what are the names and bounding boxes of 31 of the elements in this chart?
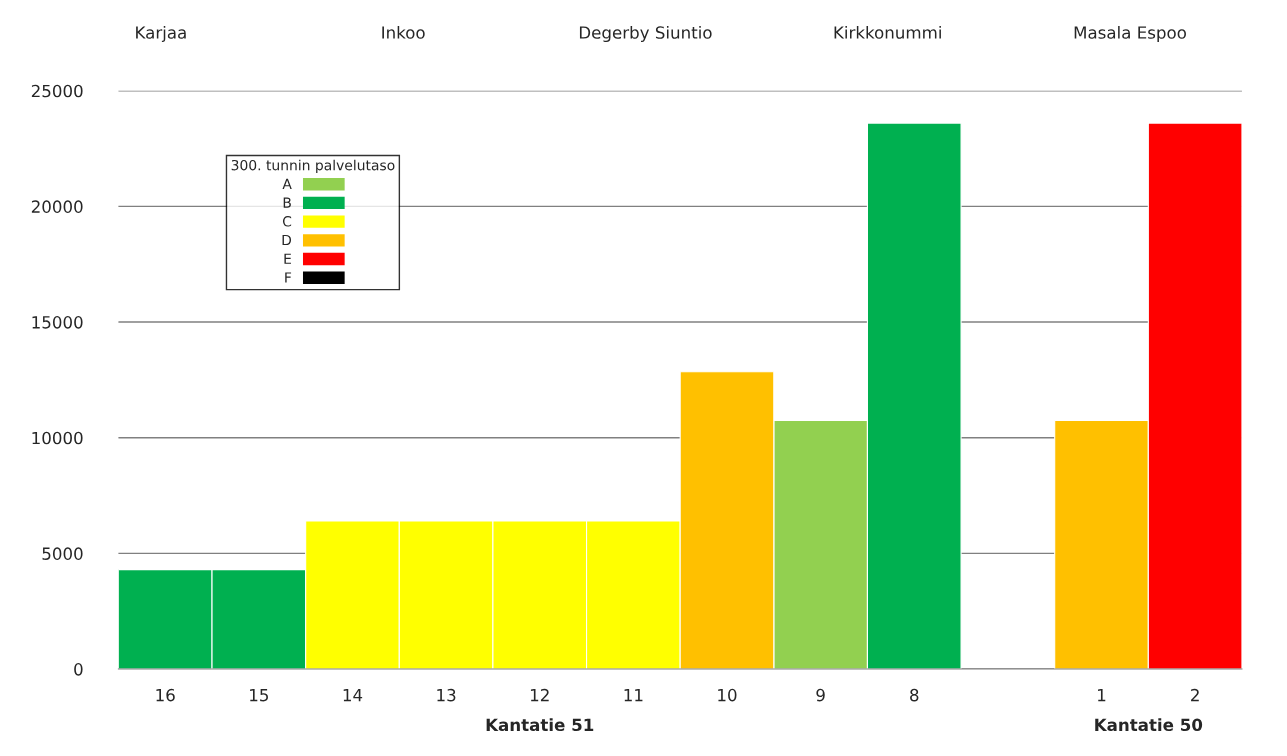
- text: Karjaa: [136, 25, 186, 43]
- y-tick-label: 0: [74, 663, 83, 676]
- x-tick-label: 16: [156, 688, 175, 702]
- text: Kantatie 50: [1095, 718, 1203, 732]
- text: Masala Espoo: [1074, 25, 1186, 43]
- x-tick-label: 13: [437, 688, 456, 702]
- legend-label: A: [282, 178, 292, 189]
- x-tick-label: 12: [530, 688, 549, 702]
- text: Inkoo: [382, 25, 425, 39]
- legend-title: 300. tunnin palvelutaso: [231, 159, 395, 174]
- x-tick-label: 1: [1098, 689, 1106, 702]
- x-tick-label: 2: [1191, 688, 1199, 702]
- text: Degerby Siuntio: [579, 25, 712, 43]
- text: Kirkkonummi: [834, 25, 941, 39]
- x-tick-label: 15: [250, 689, 268, 702]
- x-tick-label: 10: [718, 688, 737, 702]
- legend-label: F: [285, 272, 292, 283]
- x-tick-label: 8: [910, 688, 919, 702]
- legend-label: C: [282, 216, 292, 227]
- y-tick-label: 10000: [32, 431, 83, 445]
- y-tick-label: 25000: [31, 84, 83, 98]
- x-tick-label: 11: [624, 689, 643, 702]
- legend-label: D: [282, 234, 292, 246]
- legend-label: B: [283, 197, 291, 208]
- y-tick-label: 15000: [32, 316, 83, 329]
- legend-label: E: [284, 253, 291, 264]
- y-tick-label: 20000: [31, 200, 83, 213]
- text: Kantatie 51: [486, 718, 594, 732]
- y-tick-label: 5000: [42, 547, 83, 560]
- x-tick-label: 14: [343, 689, 363, 702]
- x-tick-label: 9: [816, 688, 825, 702]
